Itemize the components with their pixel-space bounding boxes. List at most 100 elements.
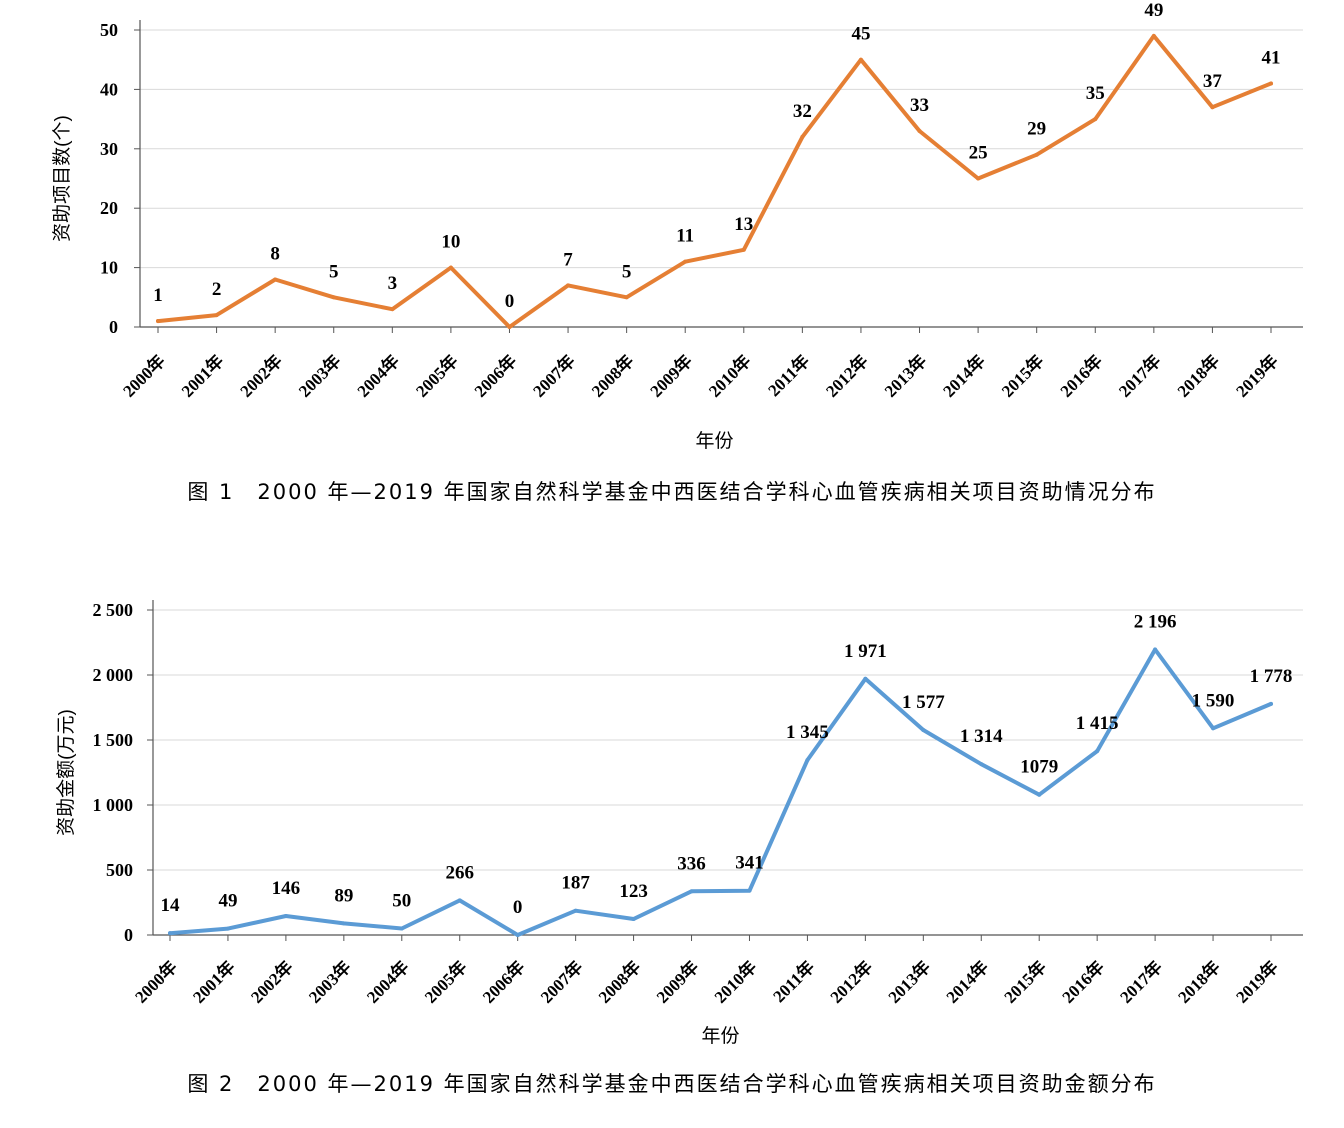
data-label: 266: [445, 862, 474, 883]
data-label: 10: [441, 232, 460, 253]
data-label: 5: [329, 261, 339, 282]
data-point: [800, 134, 805, 139]
data-label: 89: [334, 885, 353, 906]
data-label: 7: [563, 249, 573, 270]
data-point: [1095, 749, 1100, 754]
x-tick-label: 2005年: [412, 351, 462, 401]
x-tick-label: 2014年: [939, 351, 989, 401]
data-point: [921, 727, 926, 732]
x-tick-label: 2009年: [646, 351, 696, 401]
x-tick-label: 2016年: [1056, 351, 1106, 401]
data-point: [1093, 117, 1098, 122]
data-point: [168, 931, 172, 936]
data-label: 33: [910, 95, 929, 116]
data-point: [331, 295, 336, 300]
data-point: [1034, 152, 1039, 157]
data-point: [805, 758, 810, 763]
x-tick-label: 2014年: [942, 957, 992, 1007]
data-label: 1 778: [1250, 666, 1293, 687]
x-tick-label: 2019年: [1232, 351, 1282, 401]
y-tick-label: 20: [100, 198, 118, 218]
x-tick-label: 2017年: [1116, 957, 1166, 1007]
data-point: [863, 676, 868, 681]
series-line: [156, 33, 1273, 329]
data-point: [747, 888, 752, 893]
data-label: 50: [392, 891, 411, 912]
data-label: 1 345: [786, 722, 829, 743]
data-label: 8: [270, 243, 280, 264]
data-label: 123: [619, 881, 648, 902]
data-point: [566, 283, 571, 288]
x-tick-label: 2011年: [764, 351, 814, 401]
data-label: 336: [677, 853, 706, 874]
data-label: 29: [1027, 119, 1046, 140]
x-tick-label: 2001年: [177, 351, 227, 401]
data-point: [858, 57, 863, 62]
data-point: [573, 908, 578, 913]
x-tick-label: 2002年: [247, 957, 297, 1007]
data-label: 1: [153, 285, 163, 306]
data-label: 11: [676, 226, 694, 247]
x-tick-label: 2012年: [822, 351, 872, 401]
data-label: 45: [851, 24, 870, 45]
chart-funded-projects: 0 10 20 30 40 50 2000年 2001年 2002年 2003年 2004年 2005…: [0, 0, 1344, 470]
x-tick-label: 2000年: [119, 351, 169, 401]
y-tick-label: 30: [100, 139, 118, 159]
x-tick-label: 2012年: [826, 957, 876, 1007]
data-label: 35: [1086, 83, 1105, 104]
x-tick-label: 2015年: [997, 351, 1047, 401]
data-label: 341: [735, 853, 764, 874]
data-label: 1 314: [960, 726, 1003, 747]
data-label: 146: [272, 878, 301, 899]
data-label: 3: [388, 273, 398, 294]
data-label: 1 590: [1192, 690, 1235, 711]
data-point: [1151, 33, 1156, 38]
x-tick-label: 2018年: [1173, 351, 1223, 401]
data-point: [917, 128, 922, 133]
x-tick-label: 2013年: [880, 351, 930, 401]
data-label: 25: [969, 143, 988, 164]
x-tick-label: 2010年: [710, 957, 760, 1007]
y-tick-label: 50: [100, 20, 118, 40]
data-label: 1 415: [1076, 713, 1119, 734]
x-tick-label: 2004年: [353, 351, 403, 401]
x-tick-label: 2003年: [304, 957, 354, 1007]
x-tick-label: 2018年: [1174, 957, 1224, 1007]
y-tick-label: 10: [100, 258, 118, 278]
data-point: [399, 926, 404, 931]
data-point: [979, 762, 984, 767]
data-point: [683, 259, 688, 264]
data-point: [1153, 647, 1158, 652]
x-tick-label: 2002年: [236, 351, 286, 401]
x-tick-label: 2008年: [587, 351, 637, 401]
data-label: 1 577: [902, 692, 945, 713]
data-point: [1269, 701, 1273, 706]
data-label: 41: [1262, 47, 1281, 68]
y-tick-label: 0: [109, 317, 118, 337]
data-label: 14: [161, 895, 181, 916]
x-tick-label: 2019年: [1232, 957, 1282, 1007]
x-tick-label: 2017年: [1114, 351, 1164, 401]
data-point: [457, 898, 462, 903]
x-tick-label: 2005年: [420, 957, 470, 1007]
x-tick-label: 2015年: [1000, 957, 1050, 1007]
x-tick-label: 2000年: [131, 957, 181, 1007]
data-point: [624, 295, 629, 300]
data-label: 49: [218, 891, 237, 912]
data-label: 49: [1144, 0, 1163, 21]
data-point: [214, 313, 219, 318]
data-point: [448, 265, 453, 270]
x-axis-title: 年份: [695, 430, 733, 452]
y-tick-label: 1 500: [93, 730, 134, 750]
x-axis-title: 年份: [701, 1025, 739, 1047]
data-point: [1210, 105, 1215, 110]
data-point: [976, 176, 981, 181]
series-line: [168, 647, 1273, 937]
x-tick-label: 2007年: [529, 351, 579, 401]
x-tick-label: 2006年: [478, 957, 528, 1007]
data-point: [390, 307, 395, 312]
data-point: [631, 917, 636, 922]
data-point: [1269, 81, 1273, 86]
